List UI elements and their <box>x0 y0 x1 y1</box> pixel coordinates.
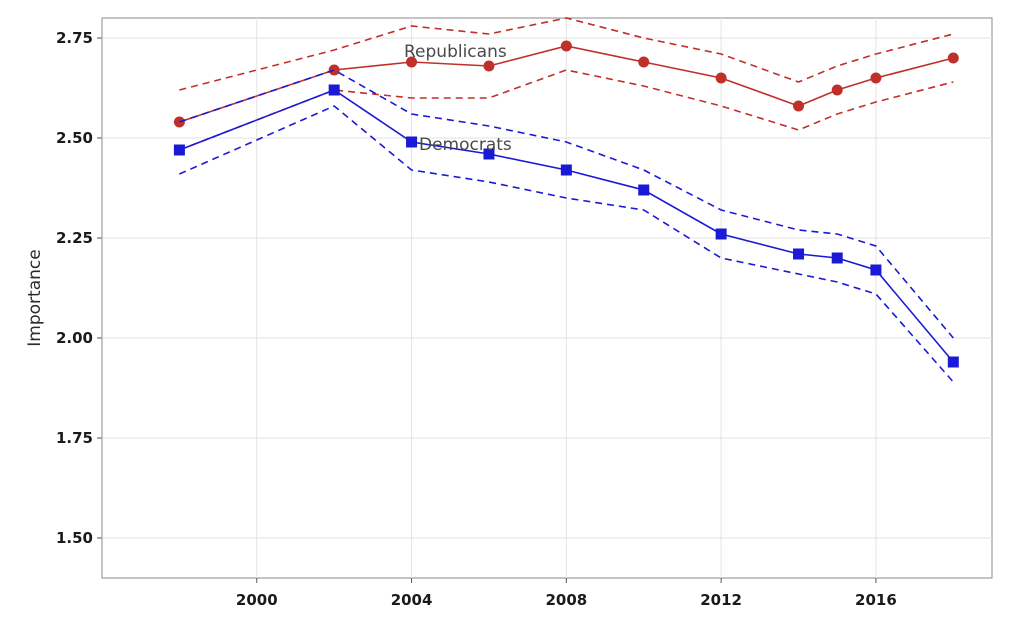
upper-bound-line <box>179 69 954 339</box>
data-point <box>715 228 727 240</box>
data-point <box>947 356 959 368</box>
series-democrats <box>173 69 959 383</box>
x-tick-label: 2012 <box>700 591 742 609</box>
data-point <box>328 84 340 96</box>
y-tick-label: 2.75 <box>56 29 93 47</box>
data-point <box>947 52 959 64</box>
y-tick-label: 1.50 <box>56 529 93 547</box>
data-point <box>870 72 882 84</box>
x-tick-label: 2008 <box>545 591 587 609</box>
x-axis-ticks: 2000 2004 2008 2012 2016 <box>236 578 897 609</box>
lower-bound-line <box>179 69 954 151</box>
data-point <box>560 40 572 52</box>
y-axis-ticks: 1.50 1.75 2.00 2.25 2.50 2.75 <box>56 29 102 547</box>
x-tick-label: 2016 <box>855 591 897 609</box>
data-point <box>406 56 418 68</box>
data-point <box>793 100 805 112</box>
data-point <box>831 84 843 96</box>
x-tick-label: 2004 <box>391 591 433 609</box>
data-point <box>560 164 572 176</box>
series-republicans <box>173 17 959 151</box>
y-axis-title: Importance <box>25 249 45 346</box>
y-tick-label: 2.00 <box>56 329 93 347</box>
data-point <box>638 56 650 68</box>
plot-border <box>101 17 993 579</box>
data-point <box>173 144 185 156</box>
republicans-label: Republicans <box>404 42 507 62</box>
gridlines <box>102 18 992 578</box>
y-tick-label: 2.50 <box>56 129 93 147</box>
data-point <box>793 248 805 260</box>
data-point <box>870 264 882 276</box>
x-tick-label: 2000 <box>236 591 278 609</box>
series-layer <box>173 17 959 383</box>
data-point <box>328 64 340 76</box>
y-tick-label: 1.75 <box>56 429 93 447</box>
democrats-label: Democrats <box>419 135 512 155</box>
data-point <box>638 184 650 196</box>
y-tick-label: 2.25 <box>56 229 93 247</box>
lower-bound-line <box>179 105 954 383</box>
data-point <box>715 72 727 84</box>
data-point <box>483 148 495 160</box>
data-point <box>406 136 418 148</box>
data-point <box>483 60 495 72</box>
data-point <box>831 252 843 264</box>
